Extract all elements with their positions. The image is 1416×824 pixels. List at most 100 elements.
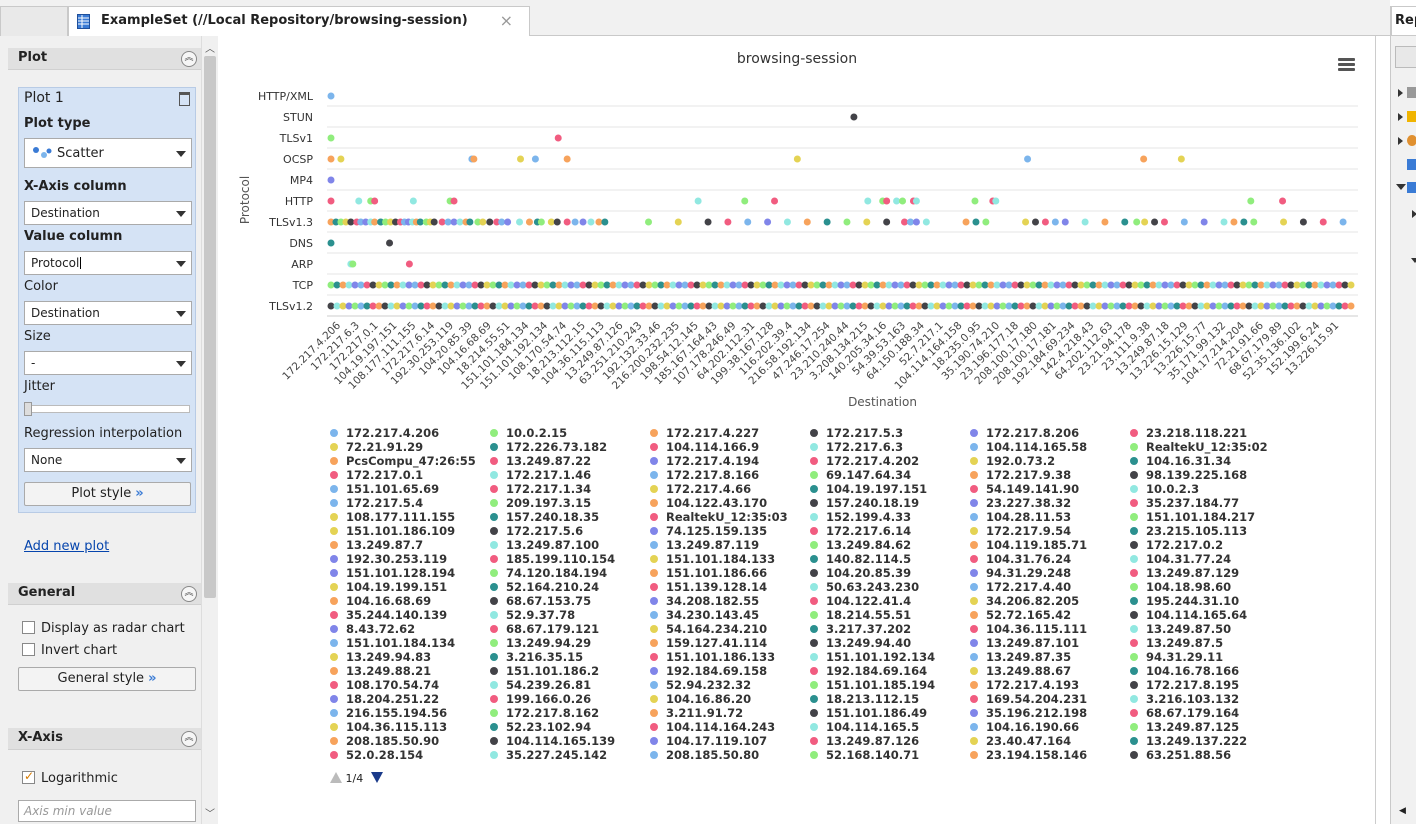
data-point[interactable] (1197, 281, 1205, 289)
legend-item[interactable]: 18.204.251.22 (330, 692, 476, 706)
radar-chart-checkbox[interactable]: Display as radar chart (22, 621, 185, 636)
data-point[interactable] (1149, 302, 1157, 310)
data-point[interactable] (651, 302, 659, 310)
data-point[interactable] (972, 218, 980, 226)
data-point[interactable] (1041, 302, 1049, 310)
data-point[interactable] (849, 302, 857, 310)
data-point[interactable] (450, 197, 458, 205)
data-point[interactable] (563, 155, 571, 163)
legend-item[interactable]: 157.240.18.19 (810, 496, 935, 510)
legend-item[interactable]: 172.217.4.193 (970, 678, 1087, 692)
plot-type-select[interactable]: Scatter (24, 138, 192, 168)
data-point[interactable] (474, 218, 482, 226)
legend-item[interactable]: 172.217.5.6 (490, 524, 615, 538)
data-point[interactable] (459, 302, 467, 310)
data-point[interactable] (945, 302, 953, 310)
data-point[interactable] (525, 218, 533, 226)
legend-item[interactable]: RealtekU_12:35:03 (650, 510, 788, 524)
data-point[interactable] (669, 302, 677, 310)
data-point[interactable] (687, 302, 695, 310)
legend-item[interactable]: 151.101.186.133 (650, 650, 788, 664)
legend-item[interactable]: 13.249.87.126 (810, 734, 935, 748)
data-point[interactable] (795, 302, 803, 310)
data-point[interactable] (639, 281, 647, 289)
data-point[interactable] (416, 218, 424, 226)
data-point[interactable] (429, 281, 437, 289)
data-point[interactable] (1011, 302, 1019, 310)
data-point[interactable] (723, 302, 731, 310)
data-point[interactable] (1061, 218, 1069, 226)
data-point[interactable] (1023, 281, 1031, 289)
data-point[interactable] (1239, 302, 1247, 310)
data-point[interactable] (1299, 218, 1307, 226)
data-point[interactable] (693, 281, 701, 289)
data-point[interactable] (885, 281, 893, 289)
legend-item[interactable]: 104.114.166.9 (650, 440, 788, 454)
data-point[interactable] (663, 302, 671, 310)
data-point[interactable] (349, 260, 357, 268)
data-point[interactable] (813, 281, 821, 289)
data-point[interactable] (339, 281, 347, 289)
data-point[interactable] (1180, 218, 1188, 226)
legend-item[interactable]: 13.249.94.29 (490, 636, 615, 650)
data-point[interactable] (513, 281, 521, 289)
add-new-plot-link[interactable]: Add new plot (24, 539, 110, 554)
data-point[interactable] (1155, 281, 1163, 289)
data-point[interactable] (477, 302, 485, 310)
data-point[interactable] (897, 302, 905, 310)
data-point[interactable] (1323, 302, 1331, 310)
legend-item[interactable]: 172.217.4.206 (330, 426, 476, 440)
data-point[interactable] (1293, 302, 1301, 310)
legend-item[interactable]: 54.149.141.90 (970, 482, 1087, 496)
data-point[interactable] (435, 302, 443, 310)
data-point[interactable] (674, 218, 682, 226)
legend-item[interactable]: 151.101.184.134 (330, 636, 476, 650)
data-point[interactable] (843, 281, 851, 289)
legend-item[interactable]: 13.249.87.35 (970, 650, 1087, 664)
data-point[interactable] (369, 302, 377, 310)
collapse-icon[interactable]: ︽ (181, 586, 197, 602)
data-point[interactable] (975, 281, 983, 289)
data-point[interactable] (645, 281, 653, 289)
legend-item[interactable]: 104.16.31.34 (1130, 454, 1268, 468)
legend-item[interactable]: 35.196.212.198 (970, 706, 1087, 720)
data-point[interactable] (1245, 302, 1253, 310)
data-point[interactable] (327, 281, 335, 289)
data-point[interactable] (681, 302, 689, 310)
data-point[interactable] (603, 281, 611, 289)
jitter-slider-thumb[interactable] (24, 402, 32, 416)
data-point[interactable] (1089, 281, 1097, 289)
legend-item[interactable]: 94.31.29.11 (1130, 650, 1268, 664)
data-point[interactable] (1239, 281, 1247, 289)
data-point[interactable] (723, 281, 731, 289)
legend-item[interactable]: 172.217.4.40 (970, 580, 1087, 594)
data-point[interactable] (1275, 302, 1283, 310)
data-point[interactable] (1089, 302, 1097, 310)
legend-item[interactable]: 13.249.88.67 (970, 664, 1087, 678)
data-point[interactable] (563, 218, 571, 226)
left-panel-scrollbar[interactable]: ︿ ﹀ (201, 36, 218, 824)
data-point[interactable] (561, 281, 569, 289)
data-point[interactable] (912, 197, 920, 205)
data-point[interactable] (1101, 218, 1109, 226)
data-point[interactable] (377, 218, 385, 226)
data-point[interactable] (1173, 302, 1181, 310)
data-point[interactable] (519, 302, 527, 310)
data-point[interactable] (747, 281, 755, 289)
data-point[interactable] (969, 302, 977, 310)
xaxis-section-header[interactable]: X-Axis ︽ (8, 728, 201, 750)
data-point[interactable] (591, 302, 599, 310)
data-point[interactable] (1083, 302, 1091, 310)
data-point[interactable] (927, 302, 935, 310)
data-point[interactable] (537, 302, 545, 310)
legend-item[interactable]: 104.122.41.4 (810, 594, 935, 608)
data-point[interactable] (495, 302, 503, 310)
legend-item[interactable]: 151.101.186.49 (810, 706, 935, 720)
checkbox-icon[interactable] (22, 621, 35, 634)
data-point[interactable] (1041, 218, 1049, 226)
data-point[interactable] (899, 197, 907, 205)
data-point[interactable] (595, 218, 603, 226)
data-point[interactable] (450, 218, 458, 226)
data-point[interactable] (1215, 281, 1223, 289)
legend-item[interactable]: 192.184.69.164 (810, 664, 935, 678)
